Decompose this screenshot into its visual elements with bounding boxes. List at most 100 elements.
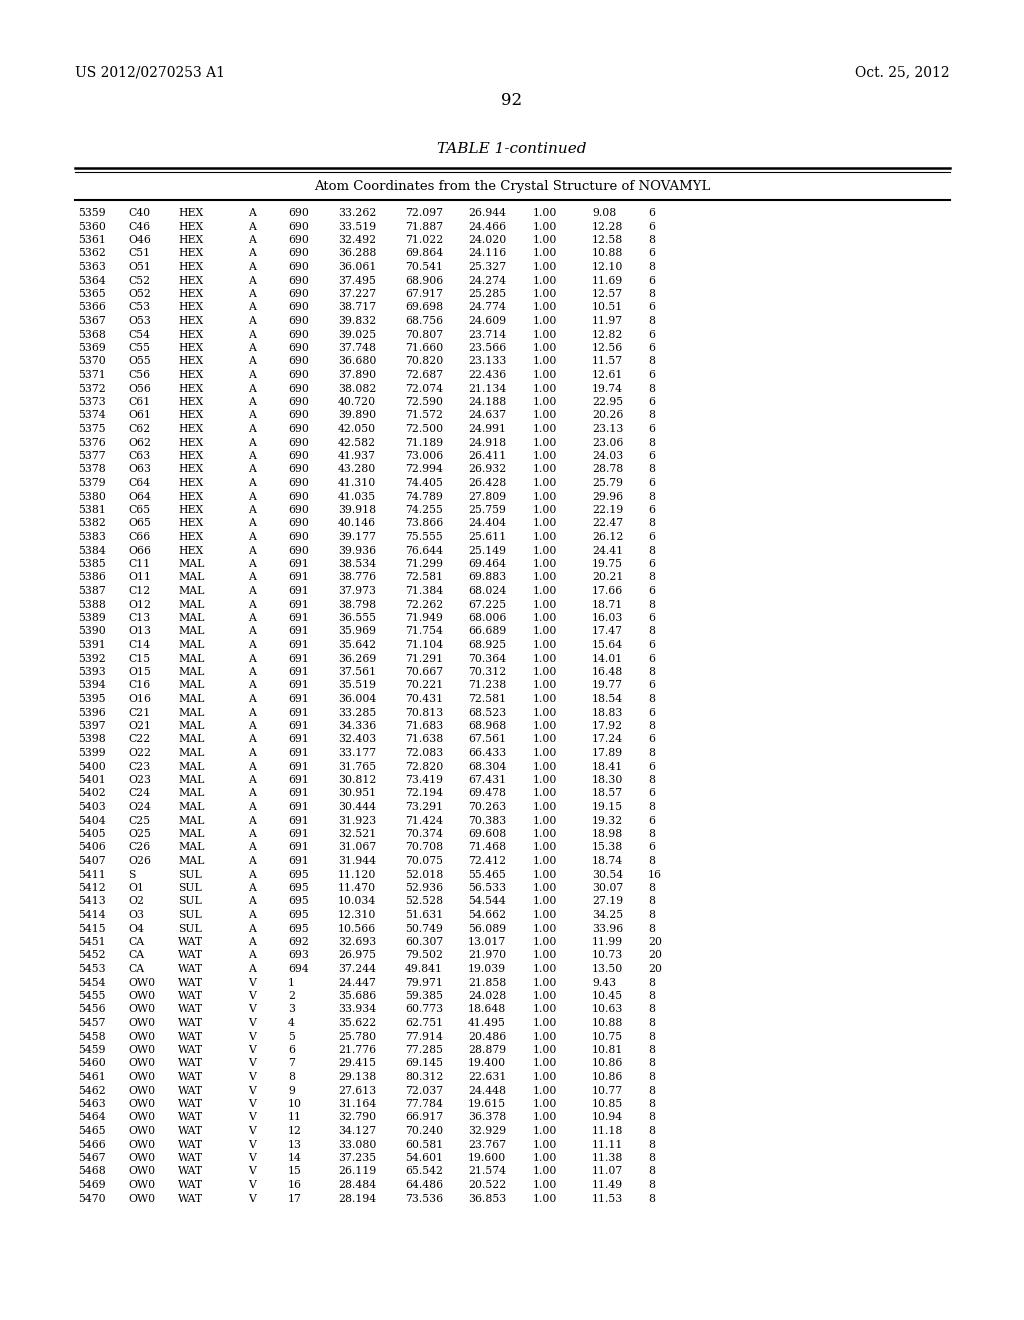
Text: 1.00: 1.00 (534, 235, 557, 246)
Text: 5411: 5411 (78, 870, 105, 879)
Text: 1.00: 1.00 (534, 1167, 557, 1176)
Text: O24: O24 (128, 803, 151, 812)
Text: 39.890: 39.890 (338, 411, 376, 421)
Text: 18.648: 18.648 (468, 1005, 506, 1015)
Text: 691: 691 (288, 653, 309, 664)
Text: 5391: 5391 (78, 640, 105, 649)
Text: 5377: 5377 (78, 451, 105, 461)
Text: 8: 8 (648, 1113, 655, 1122)
Text: 5463: 5463 (78, 1100, 105, 1109)
Text: HEX: HEX (178, 222, 203, 231)
Text: 8: 8 (648, 1031, 655, 1041)
Text: A: A (248, 586, 256, 597)
Text: 28.78: 28.78 (592, 465, 624, 474)
Text: 29.138: 29.138 (338, 1072, 376, 1082)
Text: 52.018: 52.018 (406, 870, 443, 879)
Text: 690: 690 (288, 315, 309, 326)
Text: HEX: HEX (178, 289, 203, 300)
Text: 70.383: 70.383 (468, 816, 506, 825)
Text: 39.832: 39.832 (338, 315, 376, 326)
Text: 71.291: 71.291 (406, 653, 443, 664)
Text: 1.00: 1.00 (534, 991, 557, 1001)
Text: V: V (248, 1005, 256, 1015)
Text: 1.00: 1.00 (534, 667, 557, 677)
Text: 5458: 5458 (78, 1031, 105, 1041)
Text: 9: 9 (288, 1085, 295, 1096)
Text: 1.00: 1.00 (534, 829, 557, 840)
Text: 5395: 5395 (78, 694, 105, 704)
Text: HEX: HEX (178, 465, 203, 474)
Text: HEX: HEX (178, 545, 203, 556)
Text: 12.61: 12.61 (592, 370, 624, 380)
Text: 36.269: 36.269 (338, 653, 376, 664)
Text: 695: 695 (288, 896, 309, 907)
Text: C23: C23 (128, 762, 151, 771)
Text: 690: 690 (288, 261, 309, 272)
Text: 73.536: 73.536 (406, 1193, 443, 1204)
Text: WAT: WAT (178, 1100, 203, 1109)
Text: 5363: 5363 (78, 261, 105, 272)
Text: 1.00: 1.00 (534, 491, 557, 502)
Text: 25.285: 25.285 (468, 289, 506, 300)
Text: O64: O64 (128, 491, 151, 502)
Text: 11.38: 11.38 (592, 1152, 624, 1163)
Text: 33.96: 33.96 (592, 924, 624, 933)
Text: HEX: HEX (178, 424, 203, 434)
Text: A: A (248, 437, 256, 447)
Text: 8: 8 (648, 1180, 655, 1191)
Text: 5378: 5378 (78, 465, 105, 474)
Text: 5387: 5387 (78, 586, 105, 597)
Text: 690: 690 (288, 437, 309, 447)
Text: 23.13: 23.13 (592, 424, 624, 434)
Text: 5385: 5385 (78, 558, 105, 569)
Text: 73.419: 73.419 (406, 775, 443, 785)
Text: 1.00: 1.00 (534, 627, 557, 636)
Text: 8: 8 (648, 519, 655, 528)
Text: C12: C12 (128, 586, 151, 597)
Text: 19.32: 19.32 (592, 816, 624, 825)
Text: OW0: OW0 (128, 1045, 155, 1055)
Text: 67.225: 67.225 (468, 599, 506, 610)
Text: 70.431: 70.431 (406, 694, 443, 704)
Text: A: A (248, 762, 256, 771)
Text: C13: C13 (128, 612, 151, 623)
Text: 1.00: 1.00 (534, 506, 557, 515)
Text: 690: 690 (288, 424, 309, 434)
Text: A: A (248, 519, 256, 528)
Text: 6: 6 (648, 653, 655, 664)
Text: 695: 695 (288, 909, 309, 920)
Text: 32.693: 32.693 (338, 937, 376, 946)
Text: 17: 17 (288, 1193, 302, 1204)
Text: 43.280: 43.280 (338, 465, 376, 474)
Text: 5414: 5414 (78, 909, 105, 920)
Text: A: A (248, 855, 256, 866)
Text: 12.56: 12.56 (592, 343, 624, 352)
Text: 1.00: 1.00 (534, 842, 557, 853)
Text: 11.97: 11.97 (592, 315, 624, 326)
Text: 10.034: 10.034 (338, 896, 376, 907)
Text: V: V (248, 1139, 256, 1150)
Text: 29.415: 29.415 (338, 1059, 376, 1068)
Text: 5372: 5372 (78, 384, 105, 393)
Text: A: A (248, 545, 256, 556)
Text: 8: 8 (648, 384, 655, 393)
Text: O21: O21 (128, 721, 151, 731)
Text: 691: 691 (288, 667, 309, 677)
Text: 56.089: 56.089 (468, 924, 506, 933)
Text: 5380: 5380 (78, 491, 105, 502)
Text: 71.022: 71.022 (406, 235, 443, 246)
Text: 24.188: 24.188 (468, 397, 506, 407)
Text: 5462: 5462 (78, 1085, 105, 1096)
Text: 12: 12 (288, 1126, 302, 1137)
Text: 33.080: 33.080 (338, 1139, 377, 1150)
Text: 1.00: 1.00 (534, 302, 557, 313)
Text: 24.028: 24.028 (468, 991, 506, 1001)
Text: 5364: 5364 (78, 276, 105, 285)
Text: 18.71: 18.71 (592, 599, 624, 610)
Text: 39.177: 39.177 (338, 532, 376, 543)
Text: WAT: WAT (178, 1072, 203, 1082)
Text: 1.00: 1.00 (534, 803, 557, 812)
Text: 6: 6 (648, 640, 655, 649)
Text: 8: 8 (648, 289, 655, 300)
Text: 39.025: 39.025 (338, 330, 376, 339)
